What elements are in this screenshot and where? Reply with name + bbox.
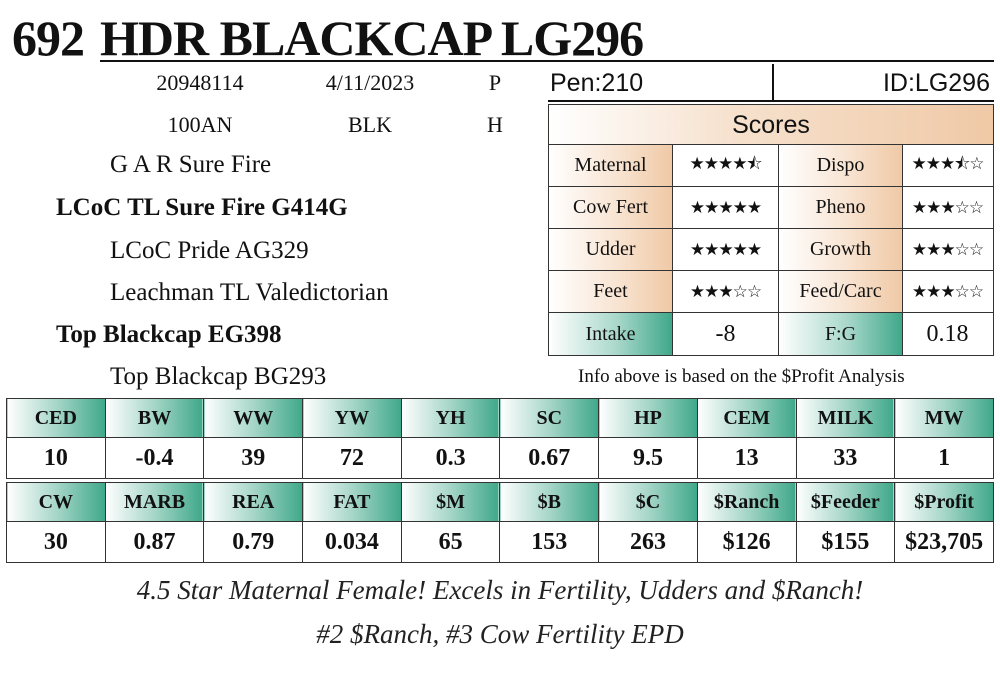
pedigree-dam-sire: Leachman TL Valedictorian — [110, 279, 389, 306]
title-underline — [100, 60, 994, 62]
epd-value-rea: 0.79 — [203, 521, 304, 563]
score-row: Cow Fert ★★★★★ Pheno ★★★☆☆ — [549, 187, 993, 229]
score-label-pheno: Pheno — [779, 187, 903, 228]
epd-header-row: CED BW WW YW YH SC HP CEM MILK MW — [6, 398, 994, 438]
score-label-fg: F:G — [779, 313, 903, 355]
epd-value-ranch: $126 — [696, 521, 797, 563]
epd-value-yh: 0.3 — [400, 437, 501, 479]
score-label-intake: Intake — [549, 313, 673, 355]
epd-header-b: $B — [499, 482, 600, 522]
pedigree-dam: Top Blackcap EG398 — [56, 321, 282, 348]
epd-header-c: $C — [598, 482, 698, 522]
epd-header-ww: WW — [203, 398, 304, 438]
epd-value-b: 153 — [499, 521, 600, 563]
epd-value-mw: 1 — [894, 437, 994, 479]
pen-divider — [772, 64, 774, 102]
sex-code: H — [487, 112, 503, 137]
score-label-growth: Growth — [779, 229, 903, 270]
score-stars-pheno: ★★★☆☆ — [911, 197, 984, 218]
birth-date: 4/11/2023 — [325, 70, 415, 95]
epd-value-sc: 0.67 — [499, 437, 600, 479]
score-row: Intake -8 F:G 0.18 — [549, 313, 993, 355]
epd-table-1: CED BW WW YW YH SC HP CEM MILK MW 10 -0.… — [6, 398, 994, 479]
epd-value-cw: 30 — [6, 521, 106, 563]
epd-header-ced: CED — [6, 398, 106, 438]
pedigree-sire-sire: G A R Sure Fire — [110, 151, 272, 178]
epd-value-ww: 39 — [203, 437, 304, 479]
epd-header-hp: HP — [598, 398, 698, 438]
profit-analysis-note: Info above is based on the $Profit Analy… — [578, 366, 905, 387]
score-label-feet: Feet — [549, 271, 673, 312]
epd-value-milk: 33 — [795, 437, 896, 479]
score-stars-feed-carc: ★★★☆☆ — [911, 281, 984, 302]
score-value-fg: 0.18 — [926, 320, 969, 347]
epd-value-fat: 0.034 — [302, 521, 402, 563]
score-label-feed-carc: Feed/Carc — [779, 271, 903, 312]
epd-value-ced: 10 — [6, 437, 106, 479]
epd-header-feeder: $Feeder — [795, 482, 896, 522]
epd-header-sc: SC — [499, 398, 600, 438]
score-stars-dispo: ★★★⯪☆ — [911, 154, 984, 174]
polled-code: P — [488, 70, 502, 95]
score-value-intake: -8 — [673, 313, 779, 355]
epd-value-c: 263 — [598, 521, 698, 563]
epd-value-cem: 13 — [696, 437, 797, 479]
epd-value-feeder: $155 — [795, 521, 896, 563]
epd-value-row: 10 -0.4 39 72 0.3 0.67 9.5 13 33 1 — [6, 437, 994, 479]
epd-header-rea: REA — [203, 482, 304, 522]
epd-header-bw: BW — [104, 398, 205, 438]
score-stars-feet: ★★★☆☆ — [673, 271, 779, 312]
epd-value-hp: 9.5 — [598, 437, 698, 479]
epd-value-profit: $23,705 — [894, 521, 994, 563]
epd-header-yw: YW — [302, 398, 402, 438]
score-label-udder: Udder — [549, 229, 673, 270]
score-stars-udder: ★★★★★ — [673, 229, 779, 270]
epd-header-fat: FAT — [302, 482, 402, 522]
epd-header-yh: YH — [400, 398, 501, 438]
epd-value-m: 65 — [400, 521, 501, 563]
pen-label: Pen:210 — [550, 69, 644, 97]
epd-header-m: $M — [400, 482, 501, 522]
animal-name: HDR BLACKCAP LG296 — [100, 10, 644, 66]
pen-underline — [548, 100, 994, 102]
epd-header-mw: MW — [894, 398, 994, 438]
pedigree-dam-dam: Top Blackcap BG293 — [110, 363, 327, 390]
epd-header-milk: MILK — [795, 398, 896, 438]
score-row: Udder ★★★★★ Growth ★★★☆☆ — [549, 229, 993, 271]
score-label-cow-fert: Cow Fert — [549, 187, 673, 228]
epd-header-cem: CEM — [696, 398, 797, 438]
pedigree-sire-dam: LCoC Pride AG329 — [110, 237, 309, 264]
registration-number: 20948114 — [156, 70, 244, 95]
pedigree-sire: LCoC TL Sure Fire G414G — [56, 194, 348, 221]
score-row: Maternal ★★★★⯪ Dispo ★★★⯪☆ — [549, 145, 993, 187]
epd-header-cw: CW — [6, 482, 106, 522]
id-label: ID:LG296 — [882, 69, 990, 97]
breed-code: 100AN — [167, 112, 233, 137]
epd-value-yw: 72 — [302, 437, 402, 479]
epd-value-row: 30 0.87 0.79 0.034 65 153 263 $126 $155 … — [6, 521, 994, 563]
epd-header-row: CW MARB REA FAT $M $B $C $Ranch $Feeder … — [6, 482, 994, 522]
epd-header-ranch: $Ranch — [696, 482, 797, 522]
epd-table-2: CW MARB REA FAT $M $B $C $Ranch $Feeder … — [6, 482, 994, 563]
footer-line-2: #2 $Ranch, #3 Cow Fertility EPD — [316, 619, 684, 649]
epd-header-profit: $Profit — [894, 482, 994, 522]
score-stars-maternal: ★★★★⯪ — [673, 145, 779, 186]
color-code: BLK — [348, 112, 392, 137]
lot-number: 692 — [12, 10, 85, 66]
footer-line-1: 4.5 Star Maternal Female! Excels in Fert… — [136, 575, 864, 605]
score-label-dispo: Dispo — [779, 145, 903, 186]
score-stars-growth: ★★★☆☆ — [911, 239, 984, 260]
epd-value-bw: -0.4 — [104, 437, 205, 479]
epd-value-marb: 0.87 — [104, 521, 205, 563]
scores-panel: Scores Maternal ★★★★⯪ Dispo ★★★⯪☆ Cow Fe… — [548, 104, 994, 356]
score-row: Feet ★★★☆☆ Feed/Carc ★★★☆☆ — [549, 271, 993, 313]
score-label-maternal: Maternal — [549, 145, 673, 186]
epd-header-marb: MARB — [104, 482, 205, 522]
pen-id-header: Pen:210 ID:LG296 — [548, 64, 994, 102]
score-stars-cow-fert: ★★★★★ — [673, 187, 779, 228]
scores-title: Scores — [549, 105, 993, 145]
